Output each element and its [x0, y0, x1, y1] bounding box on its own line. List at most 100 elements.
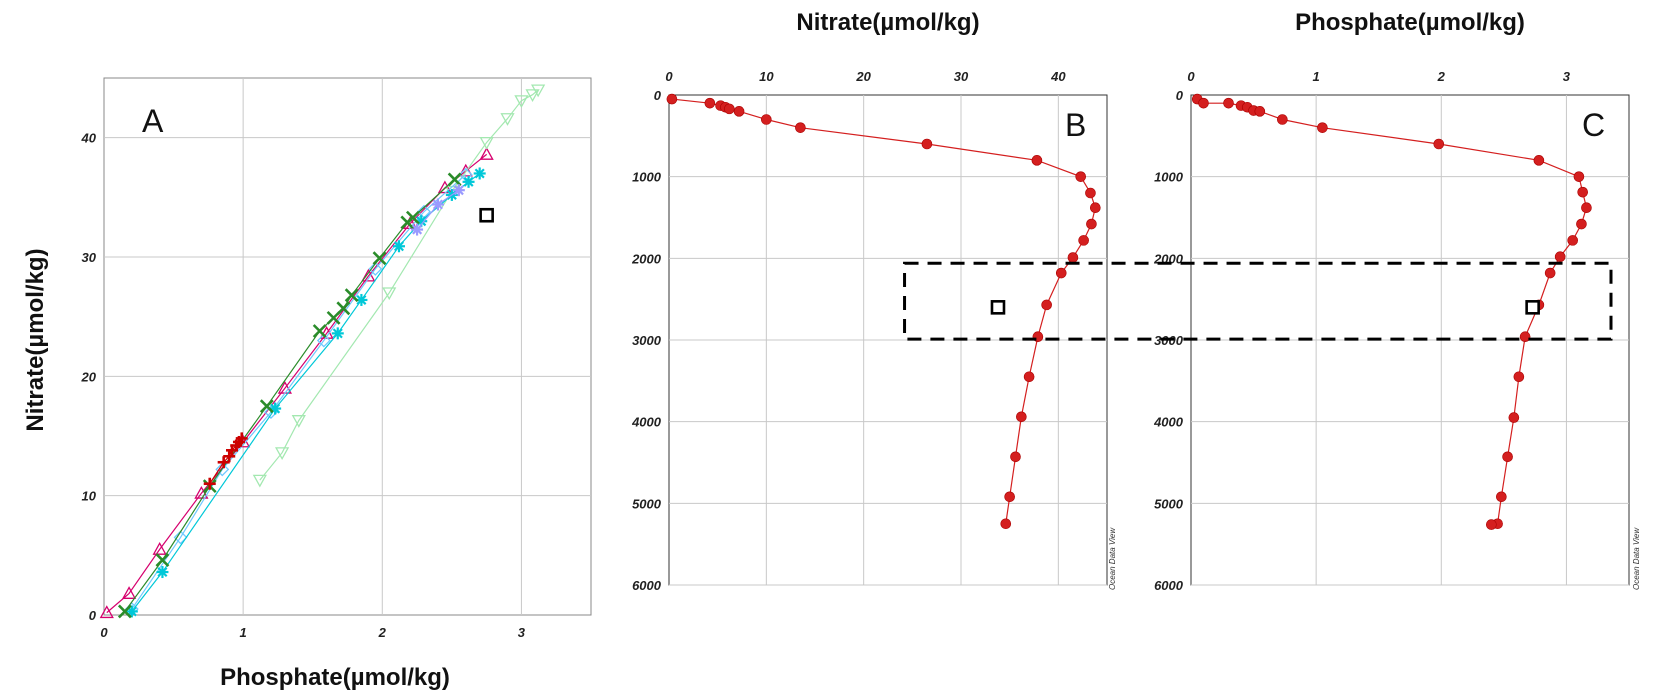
x-stroke [336, 301, 351, 316]
panel-a-y-ticks: 0 10 20 30 40 [81, 131, 97, 623]
asterisk-stroke [393, 241, 405, 252]
panel-a-grid [104, 78, 591, 615]
triangle-marker [121, 586, 137, 599]
data-point [1075, 171, 1087, 182]
data-point [1086, 218, 1097, 230]
data-point [1090, 202, 1101, 213]
x-stroke [372, 251, 387, 266]
data-point [1576, 218, 1587, 230]
x-marker [336, 301, 351, 316]
panel-b-x-ticks: 0 10 20 30 40 [665, 69, 1066, 84]
x-tick-label: 2 [378, 625, 387, 640]
overlay [903, 261, 1613, 341]
data-point [1041, 299, 1052, 311]
plus-marker [203, 477, 216, 490]
y-tick-label: 10 [82, 489, 97, 504]
diamond-marker [173, 530, 188, 545]
data-point [666, 93, 678, 105]
data-point [1533, 155, 1545, 166]
series-group [479, 207, 494, 223]
open-square-marker [990, 300, 1006, 315]
data-point [1554, 251, 1566, 263]
triangle-marker [274, 447, 290, 461]
data-point [1000, 518, 1012, 530]
triangle-marker [458, 163, 473, 177]
x-marker [405, 210, 420, 225]
plus-marker [217, 456, 230, 469]
x-tick-label: 30 [954, 69, 969, 84]
x-stroke [405, 210, 420, 225]
x-tick-label: 2 [1437, 69, 1446, 84]
y-tick-label: 1000 [632, 170, 662, 185]
panel-b-watermark: Ocean Data View [1108, 527, 1117, 590]
asterisk-stroke [412, 224, 423, 235]
triangle-marker [531, 84, 546, 98]
x-tick-label: 1 [1313, 69, 1320, 84]
data-point [1198, 97, 1209, 109]
asterisk-stroke [356, 294, 367, 305]
diamond-marker [458, 167, 473, 182]
triangle-marker [152, 542, 167, 555]
panel-a-x-label: Phosphate(µmol/kg) [220, 664, 450, 691]
x-stroke [312, 324, 327, 338]
data-point [1067, 252, 1079, 263]
data-point [1433, 138, 1445, 150]
open-square-marker [479, 207, 494, 223]
x-tick-label: 20 [855, 69, 871, 84]
triangle-marker [500, 113, 515, 126]
triangle-marker [479, 136, 494, 150]
triangle-marker [99, 605, 114, 619]
y-tick-label: 1000 [1154, 170, 1184, 185]
panel-b-marks [666, 93, 1101, 530]
star-marker [452, 184, 465, 197]
x-marker [344, 288, 359, 303]
data-point [724, 103, 735, 115]
y-tick-label: 4000 [1153, 415, 1184, 430]
triangle-marker [291, 415, 306, 428]
triangle-marker [252, 474, 267, 488]
asterisk-marker [462, 175, 475, 188]
y-tick-label: 0 [1176, 88, 1184, 103]
asterisk-marker [355, 293, 368, 306]
x-stroke [117, 604, 132, 619]
panel-a-y-label: Nitrate(µmol/kg) [22, 248, 49, 431]
diamond-marker [368, 262, 383, 276]
x-marker [312, 324, 327, 338]
x-tick-label: 1 [240, 625, 247, 640]
asterisk-stroke [463, 176, 474, 187]
x-marker [372, 251, 387, 266]
data-point [1519, 331, 1531, 343]
x-tick-label: 0 [1187, 69, 1195, 84]
data-point [1513, 371, 1525, 383]
panel-b-y-ticks: 0 1000 2000 3000 4000 5000 6000 [631, 88, 662, 593]
x-marker [259, 399, 274, 414]
data-point [1078, 235, 1089, 246]
triangle-marker [361, 268, 376, 282]
triangle-marker [525, 89, 540, 103]
x-stroke [447, 172, 462, 187]
panel-c-marks [1191, 93, 1592, 530]
series-group [203, 432, 248, 490]
asterisk-stroke [332, 328, 343, 339]
data-point [1016, 411, 1027, 423]
data-point [1055, 267, 1067, 279]
panel-c-letter: C [1582, 107, 1605, 143]
data-point [1567, 235, 1578, 246]
asterisk-marker [392, 240, 405, 253]
y-tick-label: 4000 [631, 415, 662, 430]
data-point [1502, 451, 1513, 463]
x-stroke [259, 399, 274, 414]
panel-a: 0 1 2 3 0 10 20 30 40 A Phosphate(µmol/kg) Nitr… [22, 77, 592, 691]
x-stroke [344, 288, 359, 303]
y-tick-label: 20 [81, 369, 97, 384]
y-tick-label: 0 [89, 608, 97, 623]
diamond-marker [215, 462, 230, 477]
data-point [1544, 267, 1556, 279]
panel-c-title: Phosphate(µmol/kg) [1295, 9, 1525, 36]
panel-b-title: Nitrate(µmol/kg) [796, 9, 979, 36]
y-tick-label: 3000 [632, 333, 662, 348]
data-point [704, 97, 716, 109]
y-tick-label: 5000 [632, 496, 662, 511]
